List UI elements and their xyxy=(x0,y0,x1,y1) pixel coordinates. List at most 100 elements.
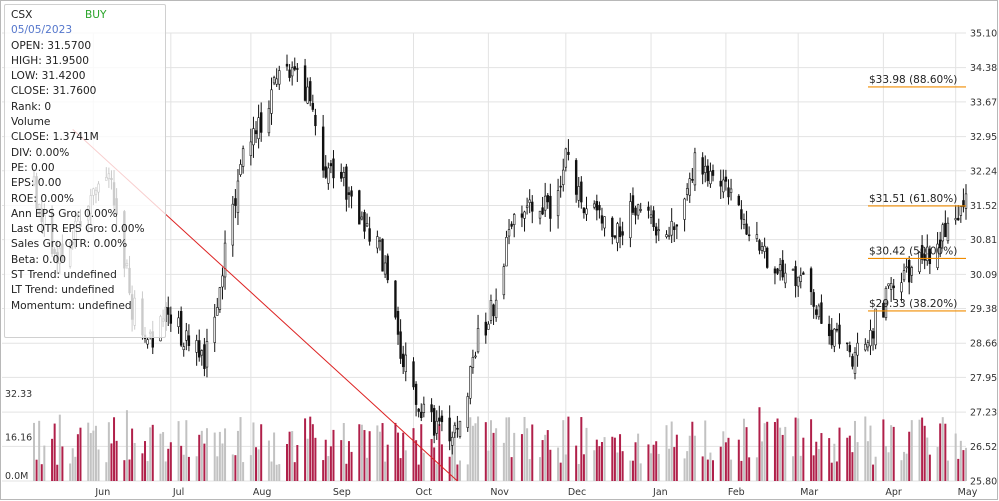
volume-bar xyxy=(58,414,61,481)
candle-body xyxy=(272,77,276,84)
volume-bar xyxy=(224,428,227,481)
volume-bar xyxy=(89,433,92,481)
candle-body xyxy=(621,231,624,236)
volume-bar xyxy=(203,443,206,481)
volume-bar xyxy=(838,427,841,481)
candle-body xyxy=(252,128,255,146)
volume-bar xyxy=(799,455,802,481)
candle-body xyxy=(249,141,253,156)
volume-bar xyxy=(469,417,472,481)
volume-bar xyxy=(363,430,366,481)
volume-bar xyxy=(776,418,779,481)
candle-body xyxy=(611,217,614,237)
candle-body xyxy=(340,171,343,179)
volume-bar xyxy=(151,424,154,481)
candle-body xyxy=(636,204,640,216)
volume-bar xyxy=(477,416,480,481)
volume-bar xyxy=(959,440,962,481)
volume-bar xyxy=(164,461,167,481)
volume-bar xyxy=(528,459,531,481)
candle-body xyxy=(556,190,560,217)
candle-body xyxy=(905,266,908,269)
candle-body xyxy=(794,266,797,287)
volume-bar xyxy=(110,443,113,481)
date-axis: Jun Jul Aug Sep Oct Nov Dec Jan Feb Mar Apr May xyxy=(94,487,977,498)
candle-body xyxy=(146,339,149,345)
candle-body xyxy=(422,403,426,413)
candle-body xyxy=(383,262,387,275)
volume-bar xyxy=(260,424,263,481)
volume-bar xyxy=(376,425,379,481)
candle-body xyxy=(523,211,526,219)
volume-bar xyxy=(378,431,381,481)
volume-bar xyxy=(564,454,567,481)
volume-bar xyxy=(74,456,77,481)
candle-body xyxy=(505,236,508,267)
candle-body xyxy=(270,89,273,114)
volume-bar xyxy=(508,417,511,481)
volume-bar xyxy=(123,460,126,481)
candle-body xyxy=(368,228,371,242)
candle-body xyxy=(654,226,658,236)
volume-bar xyxy=(577,464,580,481)
candle-body xyxy=(900,282,903,293)
volume-bar xyxy=(531,424,534,481)
volume-bar xyxy=(693,435,696,481)
candle-body xyxy=(652,210,655,228)
candle-body xyxy=(469,366,472,399)
candle-body xyxy=(216,307,219,316)
volume-bar xyxy=(936,447,939,481)
symbol-label: CSX xyxy=(11,9,33,21)
volume-bar xyxy=(652,444,655,481)
candle-body xyxy=(724,176,728,182)
volume-bar xyxy=(53,423,56,481)
candle-body xyxy=(737,195,741,206)
div-value: DIV: 0.00% xyxy=(11,146,70,159)
volume-bar xyxy=(267,440,270,481)
candle-body xyxy=(758,240,761,251)
date-tick-label: Mar xyxy=(800,487,818,498)
volume-bar xyxy=(360,424,363,481)
low-value: LOW: 31.4200 xyxy=(11,70,86,83)
candle-body xyxy=(729,188,733,193)
candle-body xyxy=(167,307,170,315)
rank-value: Rank: 0 xyxy=(11,100,52,113)
volume-bar xyxy=(306,438,309,481)
volume-bar xyxy=(908,431,911,481)
volume-bar xyxy=(954,433,957,481)
date-tick-label: Nov xyxy=(490,487,509,498)
candle-body xyxy=(784,272,787,284)
candle-body xyxy=(580,181,583,203)
candle-body xyxy=(817,305,821,318)
close-value: CLOSE: 31.7600 xyxy=(11,85,97,98)
candle-body xyxy=(412,361,415,388)
momentum-value: Momentum: undefined xyxy=(11,299,132,312)
volume-bar xyxy=(397,432,400,481)
volume-bar xyxy=(180,445,183,481)
volume-bar xyxy=(270,461,273,481)
candle-body xyxy=(791,269,795,271)
volume-bar xyxy=(146,461,149,481)
candle-body xyxy=(856,342,859,356)
volume-bar xyxy=(637,433,640,481)
candle-body xyxy=(944,222,947,238)
volume-bar xyxy=(766,421,769,481)
volume-bar xyxy=(869,425,872,481)
volume-bar xyxy=(404,450,407,481)
volume-bar xyxy=(866,441,869,481)
volume-bar xyxy=(314,437,317,481)
date-tick-label: Jun xyxy=(94,487,110,498)
candle-body xyxy=(874,308,877,346)
fibonacci-levels: $33.98 (88.60%) $31.51 (61.80%) $30.42 (50… xyxy=(868,74,966,312)
volume-bar xyxy=(420,424,423,481)
fib-label: $29.33 (38.20%) xyxy=(869,298,957,310)
candle-body xyxy=(567,151,570,155)
volume-bar xyxy=(366,457,369,481)
candle-body xyxy=(185,330,188,341)
ann-eps-value: Ann EPS Gro: 0.00% xyxy=(11,207,118,220)
candle-body xyxy=(218,287,222,310)
volume-bar xyxy=(926,437,929,481)
candle-body xyxy=(350,190,353,197)
candle-body xyxy=(706,165,710,182)
volume-bar xyxy=(309,416,312,481)
